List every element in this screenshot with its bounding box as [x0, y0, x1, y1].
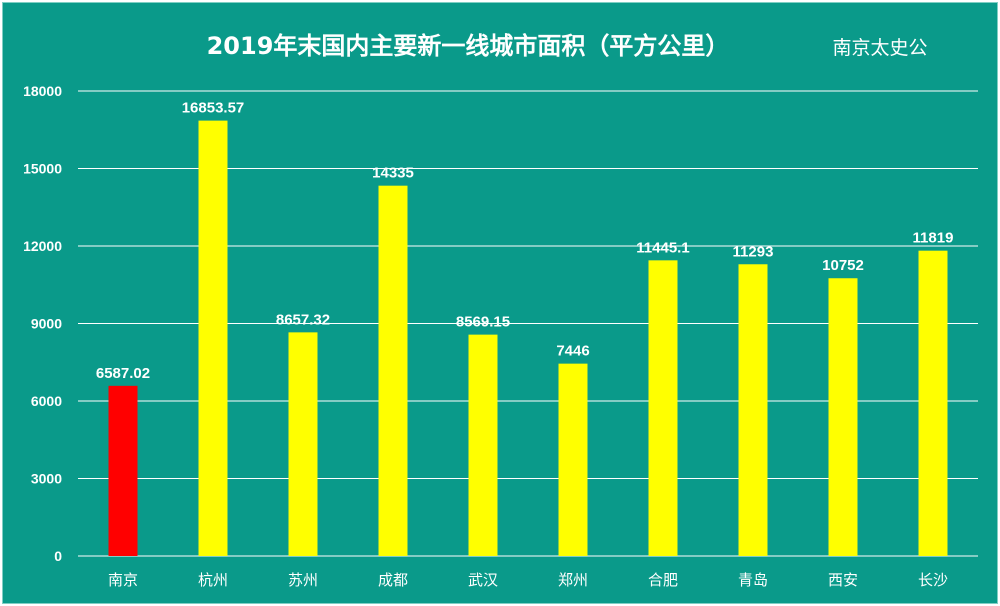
data-label: 6587.02	[96, 365, 150, 382]
x-tick-label: 苏州	[288, 571, 318, 589]
chart-title: 2019年末国内主要新一线城市面积（平方公里）	[207, 32, 730, 60]
y-tick-label: 0	[54, 548, 62, 564]
data-label: 11445.1	[636, 239, 689, 256]
bar	[828, 278, 858, 556]
bar	[288, 332, 318, 556]
y-tick-label: 18000	[23, 83, 62, 99]
bar	[558, 363, 588, 556]
data-label: 8569.15	[456, 314, 510, 331]
y-tick-label: 9000	[31, 316, 62, 332]
watermark-text: 南京太史公	[832, 37, 927, 59]
bar	[198, 120, 228, 556]
y-tick-label: 15000	[23, 161, 62, 177]
x-tick-label: 长沙	[918, 571, 948, 589]
data-label: 11293	[733, 243, 774, 260]
y-tick-label: 3000	[31, 471, 62, 487]
y-axis-ticks: 0 3000 6000 9000 12000 15000 18000	[23, 83, 62, 564]
x-axis-ticks: 南京 杭州 苏州 成都 武汉 郑州 合肥 青岛 西安 长沙	[108, 571, 948, 589]
bar	[378, 185, 408, 556]
bar	[468, 334, 498, 556]
y-tick-label: 6000	[31, 393, 62, 409]
grid-layer	[78, 90, 978, 557]
x-tick-label: 合肥	[648, 571, 678, 589]
x-tick-label: 武汉	[468, 571, 498, 589]
data-label: 14335	[372, 165, 414, 182]
bar	[108, 385, 138, 556]
x-tick-label: 南京	[108, 571, 138, 589]
data-label: 8657.32	[276, 311, 330, 328]
bar	[738, 264, 768, 556]
data-label: 16853.57	[182, 100, 245, 117]
x-tick-label: 杭州	[198, 571, 228, 589]
data-label: 7446	[556, 343, 589, 360]
data-label: 11819	[913, 230, 954, 247]
x-tick-label: 西安	[828, 571, 858, 589]
x-tick-label: 郑州	[558, 571, 588, 589]
data-label: 10752	[822, 257, 864, 274]
x-tick-label: 成都	[378, 571, 408, 589]
y-tick-label: 12000	[23, 238, 62, 254]
data-labels: 6587.02 16853.57 8657.32 14335 8569.15 7446 11…	[96, 100, 954, 382]
x-tick-label: 青岛	[738, 571, 768, 589]
bar	[648, 260, 678, 556]
bars	[108, 120, 948, 556]
bar	[918, 250, 948, 556]
